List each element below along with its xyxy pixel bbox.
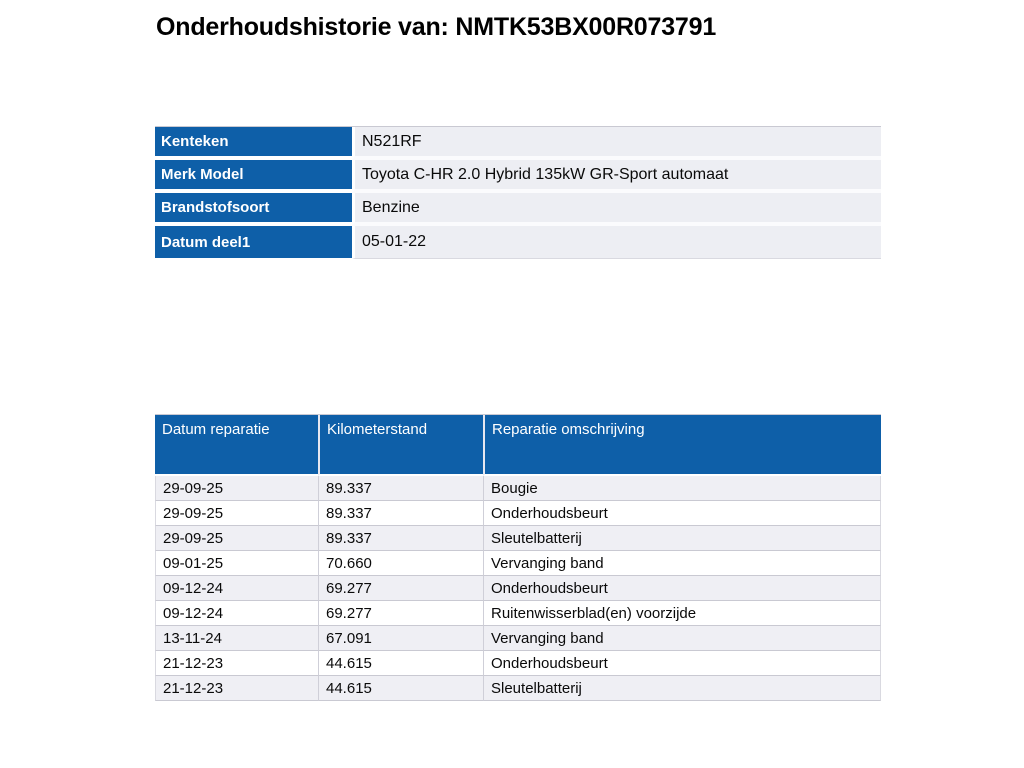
column-header-kilometerstand: Kilometerstand (318, 415, 483, 476)
cell-kilometerstand: 69.277 (318, 576, 483, 601)
maintenance-row: 09-01-25 70.660 Vervanging band (155, 551, 881, 576)
cell-datum-reparatie: 13-11-24 (155, 626, 318, 651)
cell-datum-reparatie: 09-01-25 (155, 551, 318, 576)
vehicle-info-value-datum-deel1: 05-01-22 (352, 226, 881, 259)
cell-kilometerstand: 89.337 (318, 476, 483, 501)
cell-reparatie-omschrijving: Vervanging band (483, 626, 881, 651)
cell-reparatie-omschrijving: Onderhoudsbeurt (483, 576, 881, 601)
cell-datum-reparatie: 29-09-25 (155, 526, 318, 551)
cell-datum-reparatie: 21-12-23 (155, 676, 318, 701)
cell-kilometerstand: 44.615 (318, 676, 483, 701)
vehicle-info-label-datum-deel1: Datum deel1 (155, 226, 352, 259)
cell-kilometerstand: 44.615 (318, 651, 483, 676)
page-title: Onderhoudshistorie van: NMTK53BX00R07379… (156, 13, 717, 41)
cell-kilometerstand: 67.091 (318, 626, 483, 651)
cell-kilometerstand: 89.337 (318, 501, 483, 526)
vehicle-info-value-merk-model: Toyota C-HR 2.0 Hybrid 135kW GR-Sport au… (352, 160, 881, 193)
cell-datum-reparatie: 21-12-23 (155, 651, 318, 676)
cell-reparatie-omschrijving: Vervanging band (483, 551, 881, 576)
cell-reparatie-omschrijving: Bougie (483, 476, 881, 501)
maintenance-history-table: Datum reparatie Kilometerstand Reparatie… (155, 414, 881, 701)
maintenance-header-row: Datum reparatie Kilometerstand Reparatie… (155, 415, 881, 476)
vehicle-info-label-brandstofsoort: Brandstofsoort (155, 193, 352, 226)
maintenance-row: 21-12-23 44.615 Onderhoudsbeurt (155, 651, 881, 676)
cell-kilometerstand: 69.277 (318, 601, 483, 626)
cell-datum-reparatie: 09-12-24 (155, 576, 318, 601)
vehicle-info-row: Merk Model Toyota C-HR 2.0 Hybrid 135kW … (155, 160, 881, 193)
cell-reparatie-omschrijving: Sleutelbatterij (483, 676, 881, 701)
maintenance-row: 21-12-23 44.615 Sleutelbatterij (155, 676, 881, 701)
vehicle-info-row: Kenteken N521RF (155, 127, 881, 160)
cell-kilometerstand: 89.337 (318, 526, 483, 551)
column-header-reparatie-omschrijving: Reparatie omschrijving (483, 415, 881, 476)
maintenance-row: 29-09-25 89.337 Onderhoudsbeurt (155, 501, 881, 526)
cell-kilometerstand: 70.660 (318, 551, 483, 576)
cell-reparatie-omschrijving: Onderhoudsbeurt (483, 651, 881, 676)
vehicle-info-label-kenteken: Kenteken (155, 127, 352, 160)
vehicle-info-table: Kenteken N521RF Merk Model Toyota C-HR 2… (155, 126, 881, 259)
cell-reparatie-omschrijving: Sleutelbatterij (483, 526, 881, 551)
vehicle-info-value-kenteken: N521RF (352, 127, 881, 160)
cell-reparatie-omschrijving: Onderhoudsbeurt (483, 501, 881, 526)
cell-datum-reparatie: 29-09-25 (155, 501, 318, 526)
maintenance-row: 13-11-24 67.091 Vervanging band (155, 626, 881, 651)
vehicle-info-row: Datum deel1 05-01-22 (155, 226, 881, 259)
vehicle-info-row: Brandstofsoort Benzine (155, 193, 881, 226)
cell-datum-reparatie: 09-12-24 (155, 601, 318, 626)
maintenance-row: 09-12-24 69.277 Onderhoudsbeurt (155, 576, 881, 601)
cell-datum-reparatie: 29-09-25 (155, 476, 318, 501)
column-header-datum-reparatie: Datum reparatie (155, 415, 318, 476)
maintenance-row: 29-09-25 89.337 Sleutelbatterij (155, 526, 881, 551)
maintenance-row: 09-12-24 69.277 Ruitenwisserblad(en) voo… (155, 601, 881, 626)
vehicle-info-value-brandstofsoort: Benzine (352, 193, 881, 226)
vehicle-info-label-merk-model: Merk Model (155, 160, 352, 193)
maintenance-row: 29-09-25 89.337 Bougie (155, 476, 881, 501)
cell-reparatie-omschrijving: Ruitenwisserblad(en) voorzijde (483, 601, 881, 626)
